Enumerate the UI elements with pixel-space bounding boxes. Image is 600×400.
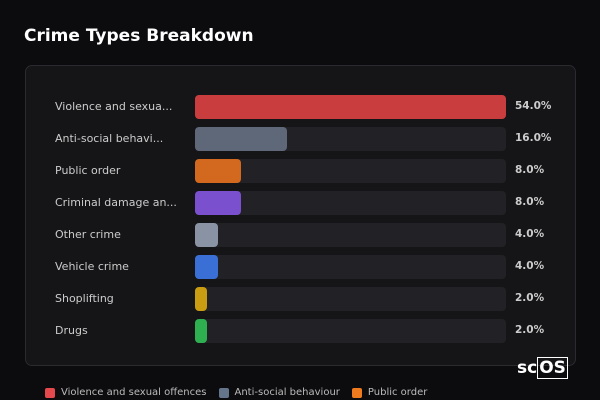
legend-swatch bbox=[218, 387, 229, 398]
bar bbox=[195, 287, 207, 311]
bar-track bbox=[195, 127, 506, 151]
value-label: 8.0% bbox=[515, 164, 545, 176]
scos-logo: sc OS bbox=[517, 357, 568, 379]
value-label: 4.0% bbox=[515, 228, 545, 240]
value-label: 4.0% bbox=[515, 260, 545, 272]
bar-row: Anti-social behavi... 16.0% bbox=[26, 127, 575, 151]
bar-row: Criminal damage an... 8.0% bbox=[26, 191, 575, 215]
bar bbox=[195, 319, 207, 343]
category-label: Anti-social behavi... bbox=[55, 132, 164, 145]
legend-label: Violence and sexual offences bbox=[61, 387, 207, 398]
bar-track bbox=[195, 223, 506, 247]
bar bbox=[195, 95, 506, 119]
value-label: 8.0% bbox=[515, 196, 545, 208]
bar-row: Violence and sexua... 54.0% bbox=[26, 95, 575, 119]
bar bbox=[195, 255, 219, 279]
bar-row: Other crime 4.0% bbox=[26, 223, 575, 247]
bar bbox=[195, 159, 242, 183]
bar-track bbox=[195, 287, 506, 311]
bar-row: Shoplifting 2.0% bbox=[26, 287, 575, 311]
category-label: Drugs bbox=[55, 324, 88, 337]
legend-label: Anti-social behaviour bbox=[234, 387, 340, 398]
bar bbox=[195, 223, 219, 247]
category-label: Vehicle crime bbox=[55, 260, 129, 273]
value-label: 2.0% bbox=[515, 324, 545, 336]
category-label: Criminal damage an... bbox=[55, 196, 177, 209]
chart-card: Violence and sexua... 54.0% Anti-social b… bbox=[25, 65, 576, 366]
bar-row: Vehicle crime 4.0% bbox=[26, 255, 575, 279]
bar-track bbox=[195, 255, 506, 279]
value-label: 2.0% bbox=[515, 292, 545, 304]
legend-item: Public order bbox=[351, 387, 428, 398]
category-label: Violence and sexua... bbox=[55, 100, 173, 113]
legend-swatch bbox=[351, 387, 362, 398]
legend: Violence and sexual offences Anti-social … bbox=[45, 387, 427, 398]
legend-item: Anti-social behaviour bbox=[218, 387, 340, 398]
bar-track bbox=[195, 95, 506, 119]
bar-track bbox=[195, 159, 506, 183]
bar-track bbox=[195, 191, 506, 215]
legend-item: Violence and sexual offences bbox=[45, 387, 207, 398]
category-label: Public order bbox=[55, 164, 121, 177]
category-label: Other crime bbox=[55, 228, 121, 241]
legend-label: Public order bbox=[367, 387, 428, 398]
bar-row: Drugs 2.0% bbox=[26, 319, 575, 343]
bar bbox=[195, 191, 242, 215]
category-label: Shoplifting bbox=[55, 292, 114, 305]
bar bbox=[195, 127, 288, 151]
value-label: 54.0% bbox=[515, 100, 552, 112]
legend-swatch bbox=[45, 387, 55, 398]
bar-row: Public order 8.0% bbox=[26, 159, 575, 183]
value-label: 16.0% bbox=[515, 132, 552, 144]
chart-title: Crime Types Breakdown bbox=[24, 26, 254, 46]
bar-track bbox=[195, 319, 506, 343]
